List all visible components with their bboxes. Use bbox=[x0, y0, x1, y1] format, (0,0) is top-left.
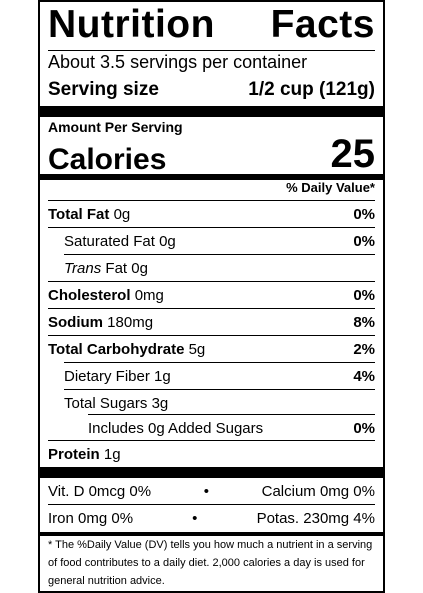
divider bbox=[48, 281, 375, 282]
label-title: Nutrition Facts bbox=[48, 3, 375, 47]
calories-label: Calories bbox=[48, 143, 167, 176]
calcium: Calcium 0mg 0% bbox=[261, 482, 375, 500]
title-right: Facts bbox=[270, 3, 375, 46]
medium-divider bbox=[40, 532, 383, 536]
footnote: * The %Daily Value (DV) tells you how mu… bbox=[48, 539, 373, 587]
nutrient-row-total-sugars: Total Sugars 3g bbox=[64, 394, 169, 412]
nutrient-row-sodium: Sodium 180mg 8% bbox=[48, 313, 375, 331]
vitamin-row-2: Iron 0mg 0% • Potas. 230mg 4% bbox=[48, 505, 375, 531]
title-left: Nutrition bbox=[48, 3, 215, 46]
thick-divider bbox=[40, 467, 383, 478]
nutrient-row-dietary-fiber: Dietary Fiber 1g 4% bbox=[64, 367, 375, 385]
thick-divider bbox=[40, 106, 383, 117]
divider bbox=[48, 504, 375, 505]
calories-value: 25 bbox=[330, 132, 376, 176]
divider bbox=[48, 335, 375, 336]
divider bbox=[48, 440, 375, 441]
medium-divider bbox=[40, 174, 383, 180]
servings-per-container: About 3.5 servings per container bbox=[48, 52, 308, 72]
serving-size-value: 1/2 cup (121g) bbox=[248, 79, 375, 100]
divider bbox=[88, 414, 375, 415]
divider bbox=[64, 389, 375, 390]
divider bbox=[48, 200, 375, 201]
nutrient-row-total-carbohydrate: Total Carbohydrate 5g 2% bbox=[48, 340, 375, 358]
divider bbox=[64, 254, 375, 255]
divider bbox=[64, 362, 375, 363]
amount-per-serving: Amount Per Serving bbox=[48, 119, 183, 135]
nutrient-row-trans-fat: Trans Fat 0g bbox=[64, 259, 148, 277]
serving-size: Serving size 1/2 cup (121g) bbox=[48, 79, 375, 101]
iron: Iron 0mg 0% bbox=[48, 509, 134, 527]
nutrient-row-cholesterol: Cholesterol 0mg 0% bbox=[48, 286, 375, 304]
separator-dot: • bbox=[203, 482, 209, 500]
nutrient-row-protein: Protein 1g bbox=[48, 445, 121, 463]
nutrition-facts-label: Nutrition Facts About 3.5 servings per c… bbox=[38, 0, 385, 593]
nutrient-row-total-fat: Total Fat 0g 0% bbox=[48, 205, 375, 223]
nutrient-row-saturated-fat: Saturated Fat 0g 0% bbox=[64, 232, 375, 250]
daily-value-header: % Daily Value* bbox=[286, 180, 375, 195]
vitamin-row-1: Vit. D 0mcg 0% • Calcium 0mg 0% bbox=[48, 478, 375, 504]
serving-size-label: Serving size bbox=[48, 79, 159, 100]
potassium: Potas. 230mg 4% bbox=[256, 509, 375, 527]
divider bbox=[48, 308, 375, 309]
vitamin-d: Vit. D 0mcg 0% bbox=[48, 482, 152, 500]
calories-row: Calories 25 bbox=[48, 132, 375, 177]
separator-dot: • bbox=[192, 509, 198, 527]
divider bbox=[48, 50, 375, 51]
divider bbox=[48, 227, 375, 228]
nutrient-row-added-sugars: Includes 0g Added Sugars 0% bbox=[88, 419, 375, 437]
